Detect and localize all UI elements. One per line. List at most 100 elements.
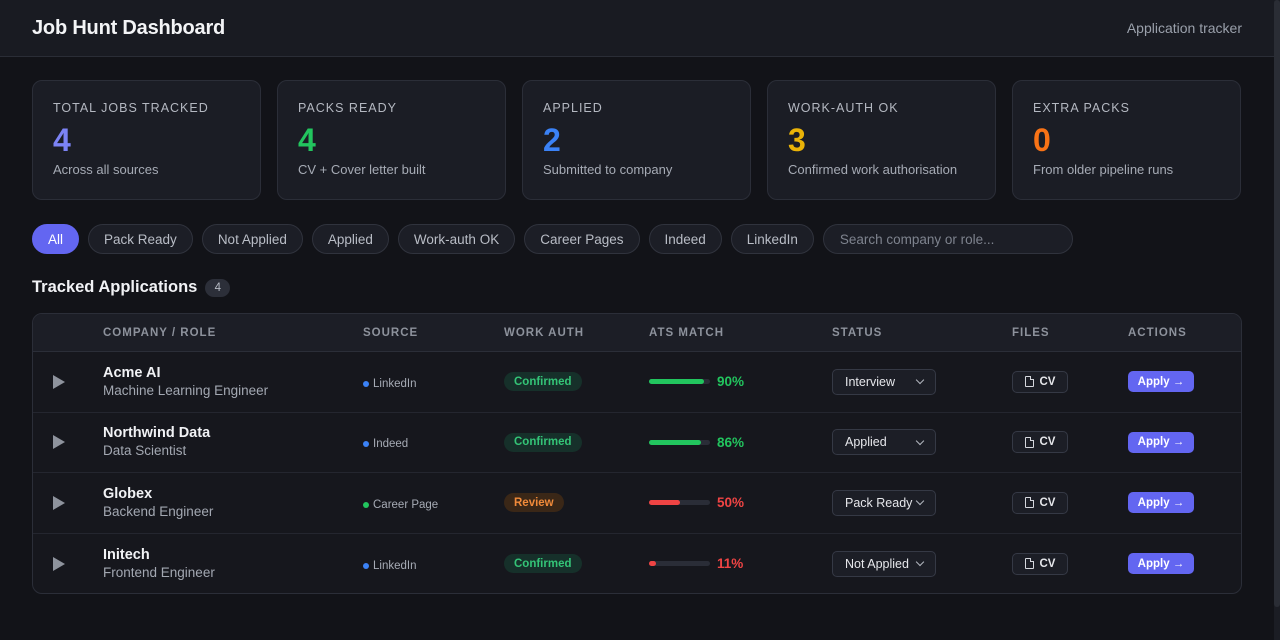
ats-progress-fill bbox=[649, 379, 704, 385]
status-badge: Confirmed bbox=[504, 432, 582, 452]
search-input[interactable] bbox=[822, 224, 1073, 254]
ats-progress-fill bbox=[649, 439, 702, 445]
role-name: Frontend Engineer bbox=[103, 564, 215, 580]
work-auth-cell: Confirmed bbox=[504, 413, 582, 473]
source-label: Career Page bbox=[373, 498, 439, 511]
scrollbar-thumb[interactable] bbox=[1274, 0, 1280, 607]
source-label: LinkedIn bbox=[373, 377, 417, 390]
status-cell: Pack Ready bbox=[832, 473, 936, 533]
stat-label: Extra Packs bbox=[1033, 101, 1130, 115]
expand-row-icon[interactable] bbox=[53, 413, 69, 473]
cv-file-button[interactable]: CV bbox=[1012, 491, 1068, 514]
status-select[interactable]: Applied bbox=[832, 429, 936, 456]
company-role-cell: Northwind Data Data Scientist bbox=[103, 413, 210, 473]
work-auth-cell: Review bbox=[504, 473, 564, 533]
section-title: Tracked Applications bbox=[32, 278, 198, 296]
status-select[interactable]: Not Applied bbox=[832, 550, 936, 577]
company-name: Globex bbox=[103, 485, 153, 502]
apply-button[interactable]: Apply → bbox=[1128, 371, 1194, 393]
role-name: Machine Learning Engineer bbox=[103, 382, 269, 398]
work-auth-cell: Confirmed bbox=[504, 352, 582, 412]
chevron-down-icon bbox=[915, 436, 925, 445]
ats-progress-bar bbox=[649, 439, 710, 445]
table-row[interactable]: Northwind Data Data Scientist Indeed Con… bbox=[33, 413, 1241, 473]
stats-row: Total Jobs Tracked 4 Across all sources … bbox=[32, 80, 1241, 200]
cv-label: CV bbox=[1039, 557, 1056, 570]
stat-label: Total Jobs Tracked bbox=[53, 101, 209, 115]
stat-desc: CV + Cover letter built bbox=[298, 162, 426, 177]
ats-match-cell: 11% bbox=[649, 534, 744, 594]
filter-chip-work-auth[interactable]: Work-auth OK bbox=[397, 224, 516, 254]
actions-cell: Apply → bbox=[1128, 413, 1194, 473]
ats-percent: 11% bbox=[717, 556, 744, 572]
page-scrollbar[interactable] bbox=[1274, 0, 1280, 640]
apply-button[interactable]: Apply → bbox=[1128, 431, 1194, 453]
section-header: Tracked Applications 4 bbox=[32, 278, 231, 297]
status-value: Applied bbox=[845, 435, 887, 450]
stat-desc: From older pipeline runs bbox=[1033, 162, 1174, 177]
ats-progress-fill bbox=[649, 500, 680, 506]
count-badge: 4 bbox=[205, 278, 231, 297]
source-cell: Career Page bbox=[363, 473, 438, 533]
document-icon bbox=[1024, 497, 1034, 509]
document-icon bbox=[1024, 558, 1034, 570]
expand-row-icon[interactable] bbox=[53, 534, 69, 594]
ats-progress-bar bbox=[649, 500, 710, 506]
table-row[interactable]: Initech Frontend Engineer LinkedIn Confi… bbox=[33, 534, 1241, 594]
cv-label: CV bbox=[1039, 436, 1056, 449]
company-role-cell: Acme AI Machine Learning Engineer bbox=[103, 352, 268, 412]
ats-progress-bar bbox=[649, 561, 710, 567]
company-name: Northwind Data bbox=[103, 425, 211, 442]
source-cell: LinkedIn bbox=[363, 534, 416, 594]
stat-value: 2 bbox=[543, 122, 561, 158]
apply-button[interactable]: Apply → bbox=[1128, 553, 1194, 575]
status-badge: Confirmed bbox=[504, 554, 582, 574]
cv-label: CV bbox=[1039, 496, 1056, 509]
source-dot-icon bbox=[363, 501, 369, 508]
source-cell: LinkedIn bbox=[363, 352, 416, 412]
files-cell: CV bbox=[1012, 473, 1068, 533]
cv-file-button[interactable]: CV bbox=[1012, 431, 1068, 454]
company-name: Acme AI bbox=[103, 364, 161, 381]
filter-chip-not-applied[interactable]: Not Applied bbox=[201, 224, 303, 254]
stat-desc: Confirmed work authorisation bbox=[788, 162, 958, 177]
table-row[interactable]: Globex Backend Engineer Career Page Revi… bbox=[33, 473, 1241, 534]
filter-chip-indeed[interactable]: Indeed bbox=[648, 224, 722, 254]
files-cell: CV bbox=[1012, 413, 1068, 473]
expand-row-icon[interactable] bbox=[53, 473, 69, 533]
filter-chip-career-pages[interactable]: Career Pages bbox=[524, 224, 640, 254]
stat-value: 0 bbox=[1033, 122, 1051, 158]
status-value: Not Applied bbox=[845, 556, 909, 571]
ats-percent: 50% bbox=[717, 495, 745, 511]
stat-desc: Submitted to company bbox=[543, 162, 673, 177]
expand-row-icon[interactable] bbox=[53, 352, 69, 412]
status-select[interactable]: Interview bbox=[832, 368, 936, 395]
col-header-work-auth: WORK AUTH bbox=[504, 327, 585, 339]
table-row[interactable]: Acme AI Machine Learning Engineer Linked… bbox=[33, 352, 1241, 413]
actions-cell: Apply → bbox=[1128, 473, 1194, 533]
status-badge: Review bbox=[504, 493, 564, 513]
filter-chip-pack-ready[interactable]: Pack Ready bbox=[88, 224, 193, 254]
stat-label: Work-auth OK bbox=[788, 101, 899, 115]
stat-card-total: Total Jobs Tracked 4 Across all sources bbox=[32, 80, 261, 200]
filter-chip-linkedin[interactable]: LinkedIn bbox=[730, 224, 814, 254]
stat-label: Packs Ready bbox=[298, 101, 397, 115]
company-name: Initech bbox=[103, 546, 150, 563]
company-role-cell: Globex Backend Engineer bbox=[103, 473, 213, 533]
status-select[interactable]: Pack Ready bbox=[832, 489, 936, 516]
apply-button[interactable]: Apply → bbox=[1128, 492, 1194, 514]
filter-chip-all[interactable]: All bbox=[32, 224, 80, 254]
status-value: Pack Ready bbox=[845, 495, 913, 510]
role-name: Data Scientist bbox=[103, 443, 187, 459]
chevron-down-icon bbox=[915, 376, 925, 385]
ats-match-cell: 86% bbox=[649, 413, 744, 473]
chevron-down-icon bbox=[915, 558, 925, 567]
status-cell: Interview bbox=[832, 352, 936, 412]
ats-match-cell: 50% bbox=[649, 473, 744, 533]
cv-file-button[interactable]: CV bbox=[1012, 370, 1068, 393]
status-cell: Applied bbox=[832, 413, 936, 473]
cv-file-button[interactable]: CV bbox=[1012, 552, 1068, 575]
document-icon bbox=[1024, 436, 1034, 448]
filter-chip-applied[interactable]: Applied bbox=[311, 224, 389, 254]
company-role-cell: Initech Frontend Engineer bbox=[103, 534, 215, 594]
